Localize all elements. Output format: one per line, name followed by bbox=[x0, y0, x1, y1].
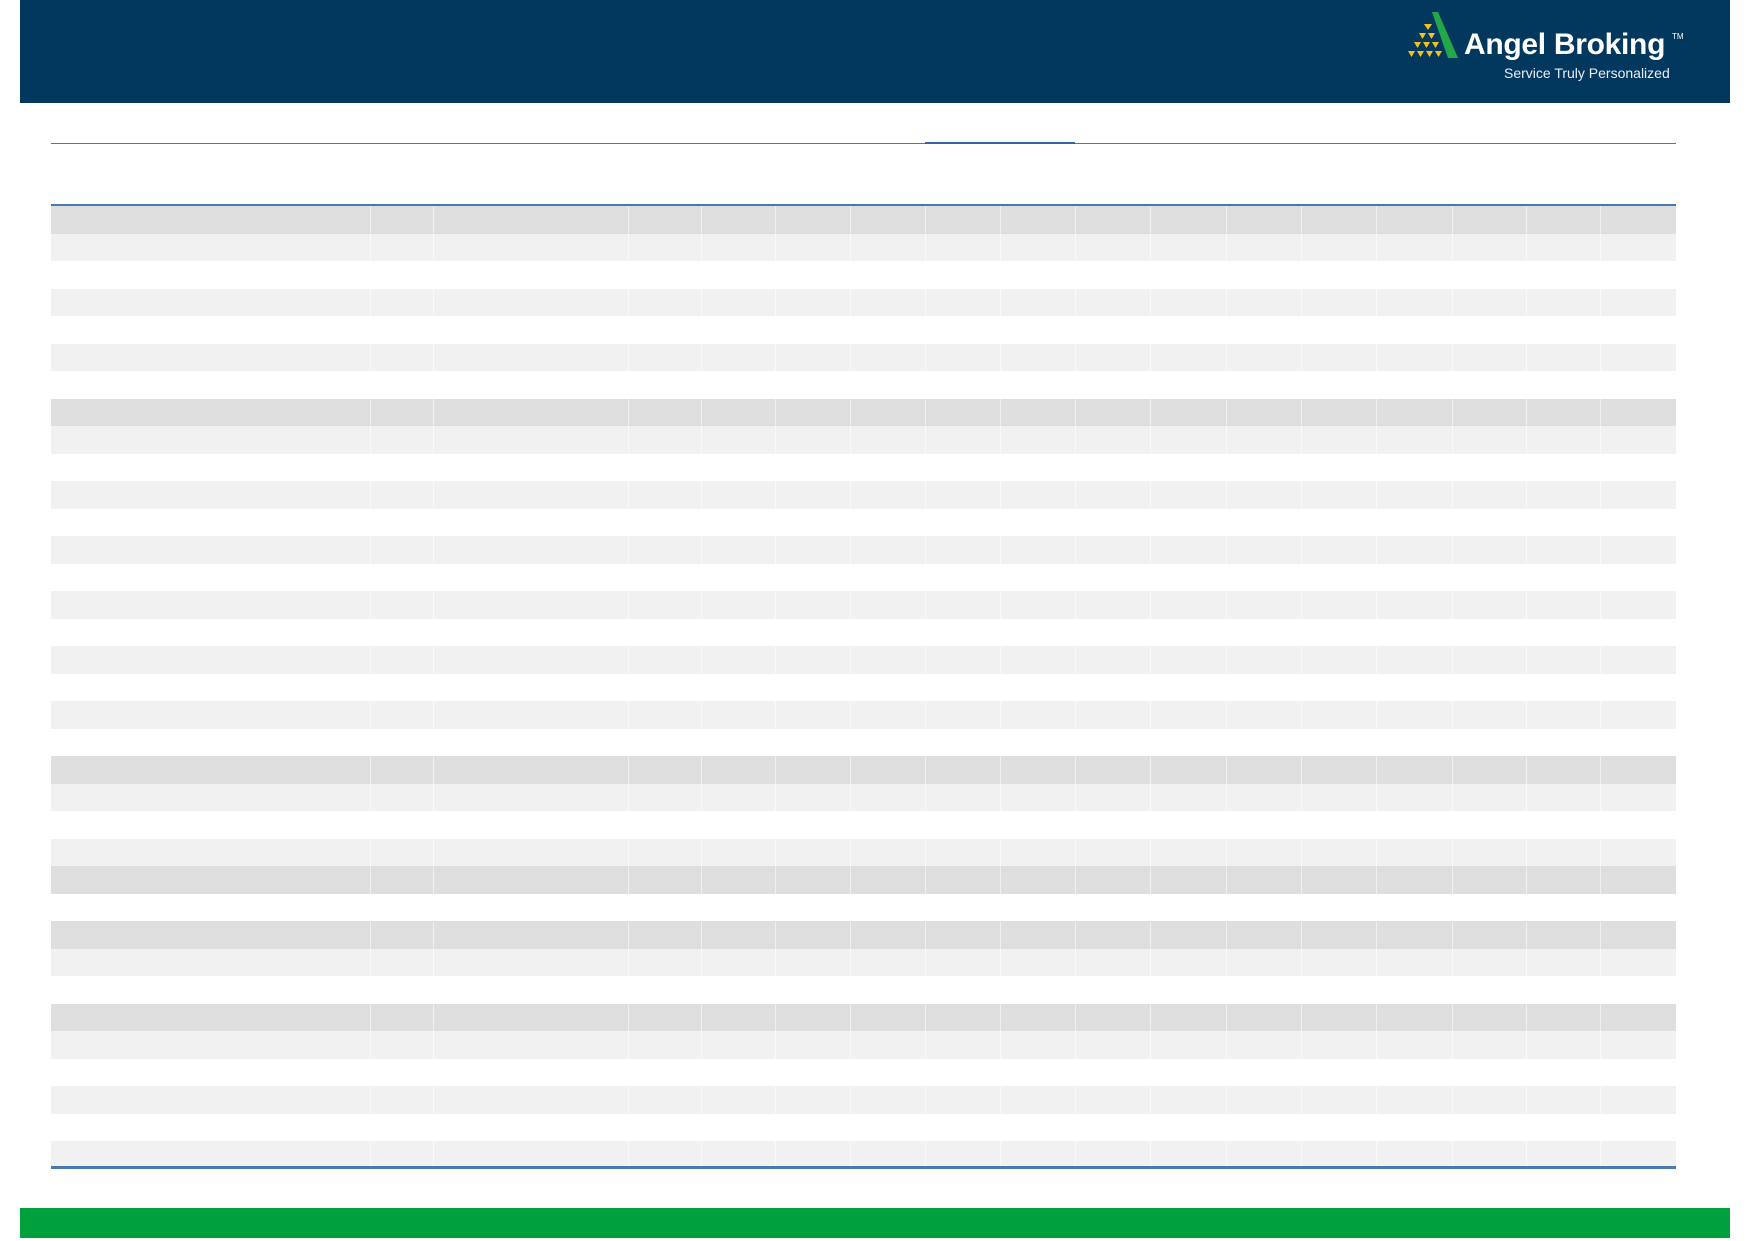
table-row bbox=[51, 343, 1676, 371]
column-divider bbox=[1150, 206, 1151, 1166]
table-row bbox=[51, 811, 1676, 839]
brand-name: Angel Broking bbox=[1464, 28, 1666, 61]
column-divider bbox=[1376, 206, 1377, 1166]
page-header bbox=[20, 0, 1730, 103]
brand-tagline: Service Truly Personalized bbox=[1504, 65, 1670, 81]
brand-logo: Angel Broking TM Service Truly Personali… bbox=[1404, 10, 1684, 85]
table-row bbox=[51, 728, 1676, 756]
table-row bbox=[51, 233, 1676, 261]
column-divider bbox=[1452, 206, 1453, 1166]
table-row bbox=[51, 288, 1676, 316]
table-row bbox=[51, 756, 1676, 784]
table-row bbox=[51, 1141, 1676, 1169]
trademark: TM bbox=[1672, 32, 1684, 41]
table-row bbox=[51, 618, 1676, 646]
column-divider bbox=[1301, 206, 1302, 1166]
pyramid-logo-icon bbox=[1408, 12, 1458, 58]
table-row bbox=[51, 783, 1676, 811]
table-row bbox=[51, 976, 1676, 1004]
column-divider bbox=[1600, 206, 1601, 1166]
table-row bbox=[51, 563, 1676, 591]
column-divider bbox=[433, 206, 434, 1166]
table-row bbox=[51, 1031, 1676, 1059]
table-row bbox=[51, 948, 1676, 976]
column-divider bbox=[1226, 206, 1227, 1166]
column-divider bbox=[370, 206, 371, 1166]
table-row bbox=[51, 701, 1676, 729]
title-underline bbox=[51, 143, 1676, 144]
data-table bbox=[51, 206, 1676, 1169]
column-divider bbox=[775, 206, 776, 1166]
table-row bbox=[51, 838, 1676, 866]
table-top-border bbox=[51, 204, 1676, 206]
table-row bbox=[51, 646, 1676, 674]
title-underline-accent bbox=[925, 142, 1075, 144]
table-header-row bbox=[51, 206, 1676, 234]
column-divider bbox=[1075, 206, 1076, 1166]
column-divider bbox=[925, 206, 926, 1166]
table-row bbox=[51, 426, 1676, 454]
table-bottom-border bbox=[51, 1166, 1676, 1169]
table-row bbox=[51, 1003, 1676, 1031]
column-divider bbox=[1000, 206, 1001, 1166]
column-divider bbox=[850, 206, 851, 1166]
table-row bbox=[51, 591, 1676, 619]
table-row bbox=[51, 508, 1676, 536]
table-row bbox=[51, 371, 1676, 399]
table-row bbox=[51, 1058, 1676, 1086]
table-row bbox=[51, 921, 1676, 949]
table-row bbox=[51, 536, 1676, 564]
table-row bbox=[51, 453, 1676, 481]
table-row bbox=[51, 481, 1676, 509]
table-row bbox=[51, 398, 1676, 426]
table-row bbox=[51, 261, 1676, 289]
column-divider bbox=[701, 206, 702, 1166]
table-row bbox=[51, 673, 1676, 701]
table-row bbox=[51, 893, 1676, 921]
table-row bbox=[51, 866, 1676, 894]
table-row bbox=[51, 316, 1676, 344]
table-row bbox=[51, 1086, 1676, 1114]
column-divider bbox=[1526, 206, 1527, 1166]
table-row bbox=[51, 1113, 1676, 1141]
page-footer-bar bbox=[20, 1208, 1730, 1238]
column-divider bbox=[628, 206, 629, 1166]
